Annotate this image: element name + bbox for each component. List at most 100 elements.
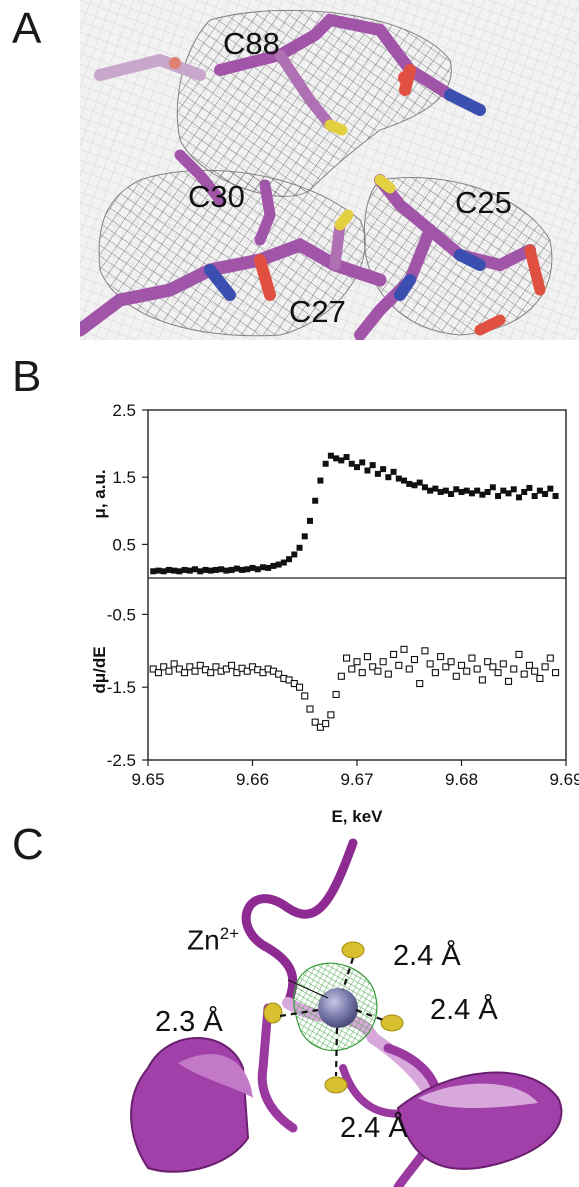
xanes-chart: 0.51.52.5 -0.5-1.5-2.5 9.65 9.66 9.67 9.68 9… <box>90 401 579 826</box>
distance-label-2: 2.4 Å <box>430 994 498 1026</box>
mu-point <box>218 566 225 573</box>
derivative-point <box>369 663 377 671</box>
derivative-point <box>410 655 419 664</box>
derivative-point <box>149 665 157 673</box>
mu-point <box>495 493 502 500</box>
lower-y-tick-label-0: -0.5 <box>107 605 136 624</box>
mu-point <box>411 482 418 489</box>
label-c30: C30 <box>188 179 245 214</box>
derivative-point <box>363 653 372 661</box>
mu-point <box>155 567 162 574</box>
x-tick-label-1: 9.66 <box>236 770 269 789</box>
mu-point <box>359 459 366 466</box>
mu-point <box>150 568 157 575</box>
derivative-point <box>342 654 351 662</box>
derivative-point <box>405 665 413 673</box>
mu-point <box>369 462 376 469</box>
x-tick-label-4: 9.69 <box>549 770 579 789</box>
zn-ion-charge: 2+ <box>219 924 240 943</box>
derivative-point <box>316 723 324 731</box>
derivative-point <box>332 690 340 699</box>
derivative-point <box>337 672 345 680</box>
derivative-point <box>154 669 162 677</box>
zn-ion-label: Zn2+ <box>187 924 239 956</box>
upper-y-ticks: 0.5 1.5 2.5 <box>112 401 148 554</box>
mu-point <box>265 564 272 571</box>
mu-point <box>468 490 475 497</box>
lower-y-axis-label: dμ/dE <box>90 646 109 693</box>
structure-density-image: C88 C30 C25 C27 <box>80 0 579 340</box>
mu-point <box>390 468 397 475</box>
derivative-point <box>290 680 298 688</box>
mu-point <box>479 491 486 498</box>
mu-point <box>531 493 538 500</box>
derivative-point <box>489 663 497 671</box>
mu-point <box>542 491 549 497</box>
mu-point <box>192 566 199 573</box>
derivative-point <box>541 663 549 671</box>
derivative-point <box>243 667 251 675</box>
mu-point <box>286 556 293 563</box>
mu-point <box>380 466 387 473</box>
mu-point <box>301 533 308 540</box>
derivative-point <box>212 663 220 671</box>
label-c88: C88 <box>223 26 280 61</box>
mu-point <box>432 485 439 492</box>
derivative-point <box>400 645 408 653</box>
mu-point <box>448 491 455 497</box>
upper-y-tick-label-2: 2.5 <box>112 401 136 420</box>
derivative-point <box>457 661 466 669</box>
mu-point <box>202 566 209 573</box>
mu-point <box>244 566 251 573</box>
x-tick-label-2: 9.67 <box>340 770 373 789</box>
mu-point <box>338 457 345 464</box>
derivative-point <box>504 677 513 685</box>
mu-point <box>453 486 460 493</box>
mu-point <box>401 477 408 484</box>
mu-point <box>515 494 522 501</box>
mu-point <box>354 464 360 471</box>
mu-point <box>416 479 423 486</box>
zn-ion-symbol: Zn <box>187 924 220 956</box>
mu-point <box>254 566 261 573</box>
derivative-point <box>468 654 476 662</box>
x-tick-label-0: 9.65 <box>131 770 164 789</box>
derivative-point <box>395 661 403 669</box>
mu-point <box>275 561 282 568</box>
mu-point <box>280 559 287 566</box>
derivative-point <box>259 669 267 677</box>
mu-point <box>291 551 298 558</box>
mu-point <box>348 460 355 467</box>
derivative-series <box>149 645 560 731</box>
structure-density-svg: C88 C30 C25 C27 <box>80 0 579 340</box>
derivative-point <box>478 676 486 684</box>
derivative-point <box>295 683 304 691</box>
derivative-point <box>348 665 356 673</box>
mu-point <box>463 487 470 494</box>
panel-label-b: B <box>12 352 42 401</box>
mu-point <box>207 567 214 574</box>
derivative-point <box>327 711 335 719</box>
mu-point <box>327 452 334 459</box>
derivative-point <box>353 658 361 666</box>
derivative-point <box>207 669 215 677</box>
mu-point <box>505 490 512 497</box>
derivative-point <box>191 667 199 675</box>
derivative-point <box>416 680 424 688</box>
derivative-point <box>233 669 241 677</box>
plot-border <box>147 409 567 761</box>
derivative-point <box>222 665 230 673</box>
derivative-point <box>165 667 173 675</box>
derivative-point <box>546 654 554 662</box>
mu-point <box>249 564 256 571</box>
derivative-point <box>531 667 539 675</box>
panel-label-a: A <box>12 4 42 53</box>
mu-point <box>186 567 193 574</box>
derivative-point <box>160 663 168 671</box>
plot-frame <box>147 409 567 761</box>
mu-point <box>322 460 329 467</box>
mu-point <box>526 484 533 491</box>
mu-point <box>317 477 324 484</box>
mu-point <box>536 487 543 494</box>
mu-point <box>181 566 188 573</box>
